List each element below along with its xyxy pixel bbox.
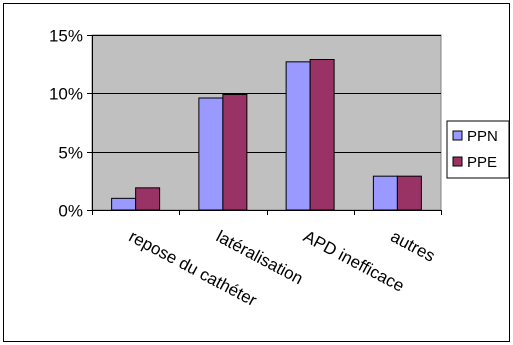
bar-ppe-3 <box>396 175 422 211</box>
bar-ppn-3 <box>372 175 398 211</box>
x-category-label: autres <box>387 227 438 266</box>
bars <box>111 59 422 211</box>
legend-label-ppe: PPE <box>467 154 497 171</box>
y-tick-label: 10% <box>49 85 83 104</box>
legend-label-ppn: PPN <box>467 128 498 145</box>
bar-ppn-2 <box>285 61 311 211</box>
legend: PPN PPE <box>446 120 510 179</box>
y-tick-label: 0% <box>58 202 83 221</box>
legend-swatch-ppn <box>452 130 463 141</box>
y-tick-label: 15% <box>49 27 83 46</box>
bar-ppn-0 <box>111 197 137 211</box>
bar-ppe-2 <box>309 59 335 211</box>
y-tick-label: 5% <box>58 144 83 163</box>
legend-swatch-ppe <box>452 156 463 167</box>
y-axis-ticks: 0% 5% 10% 15% <box>49 27 92 221</box>
bar-ppe-0 <box>135 187 161 211</box>
bar-ppn-1 <box>198 97 224 211</box>
gridlines <box>92 35 441 153</box>
bar-ppe-1 <box>222 94 248 211</box>
axes <box>92 35 442 215</box>
